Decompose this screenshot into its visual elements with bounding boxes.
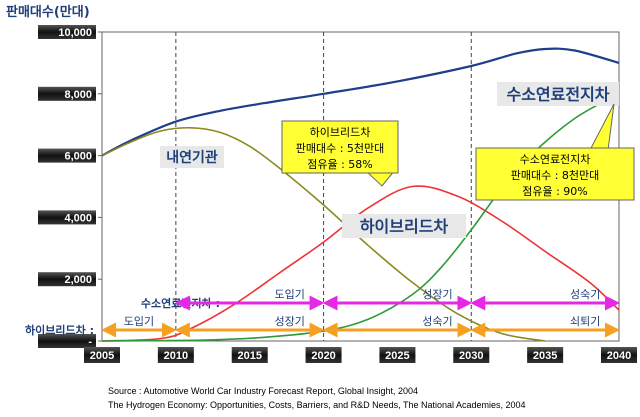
series-ice-line	[101, 126, 546, 342]
x-tick-box	[453, 347, 490, 363]
hybrid-phase-phase-label: 성장기	[275, 315, 305, 328]
y-tick-box	[38, 25, 96, 39]
x-tick-label: 2025	[385, 350, 409, 362]
vertical-guides	[175, 32, 472, 341]
x-tick-box	[231, 347, 268, 363]
fcev-callout-line: 점유율 : 90%	[522, 185, 588, 198]
source-line-1: Source : Automotive World Car Industry F…	[108, 386, 418, 396]
source-line-2: The Hydrogen Economy: Opportunities, Cos…	[108, 400, 526, 410]
hybrid-callout-line: 하이브리드차	[310, 125, 371, 139]
x-tick-label: 2030	[459, 350, 483, 362]
ice-label-box	[160, 146, 224, 168]
x-tick-label: 2015	[237, 350, 261, 362]
y-tick-box	[38, 86, 96, 101]
x-axis-ticks: 2005 2010 2015 2020 2025 2030 2035 2040	[84, 347, 637, 363]
y-tick-label: 10,000	[58, 27, 92, 39]
series-total-line	[101, 47, 620, 157]
y-axis-title: 판매대수(만대)	[6, 4, 90, 20]
fcev-phase-phase-label: 성숙기	[570, 288, 600, 301]
y-tick-label: 2,000	[64, 274, 92, 286]
x-tick-box	[379, 347, 416, 363]
x-tick-label: 2040	[607, 350, 631, 362]
x-tick-label: 2005	[90, 350, 114, 362]
x-tick-box	[305, 347, 342, 363]
y-tick-box	[38, 148, 96, 163]
y-tick-box	[38, 334, 96, 348]
y-tick-box	[38, 272, 96, 287]
y-tick-label: 4,000	[64, 212, 92, 224]
hybrid-callout-box	[281, 120, 399, 174]
ice-label: 내연기관	[166, 149, 218, 166]
fcev-label-box	[497, 82, 619, 106]
x-tick-label: 2020	[311, 350, 335, 362]
fcev-callout-line: 판매대수 : 8천만대	[511, 168, 600, 182]
hybrid-label: 하이브리드차	[360, 217, 449, 236]
hybrid-callout-line: 판매대수 : 5천만대	[296, 141, 385, 155]
hybrid-phase-label: 하이브리드차 :	[25, 323, 94, 337]
x-tick-label: 2010	[164, 350, 188, 362]
hybrid-label-box	[342, 214, 466, 238]
fcev-label: 수소연료전지차	[506, 85, 609, 104]
fcev-phase-phase-label: 성장기	[422, 288, 452, 301]
y-tick-label: -	[88, 336, 92, 348]
x-tick-box	[157, 347, 194, 363]
y-axis-ticks: - 2,000 4,000 6,000 8,000 10,000	[38, 25, 102, 348]
hybrid-callout-line: 점유율 : 58%	[307, 158, 373, 171]
x-tick-box	[527, 347, 564, 363]
fcev-phase-phase-label: 도입기	[275, 288, 305, 301]
hybrid-phase-phase-label: 쇠퇴기	[570, 315, 600, 328]
x-tick-label: 2035	[533, 350, 557, 362]
x-tick-box	[84, 347, 120, 363]
fcev-callout-line: 수소연료전지차	[520, 153, 591, 166]
y-tick-label: 8,000	[64, 89, 92, 101]
hybrid-phase-phase-label: 도입기	[124, 315, 154, 328]
y-tick-label: 6,000	[64, 151, 92, 163]
fcev-callout-box	[475, 147, 635, 201]
hybrid-phase-phase-label: 성숙기	[422, 315, 452, 328]
y-tick-box	[38, 210, 96, 225]
x-tick-box	[601, 347, 637, 363]
